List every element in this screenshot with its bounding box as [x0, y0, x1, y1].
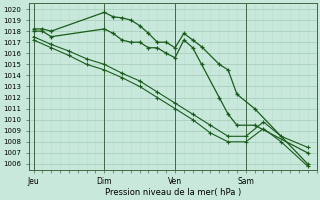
- X-axis label: Pression niveau de la mer( hPa ): Pression niveau de la mer( hPa ): [105, 188, 241, 197]
